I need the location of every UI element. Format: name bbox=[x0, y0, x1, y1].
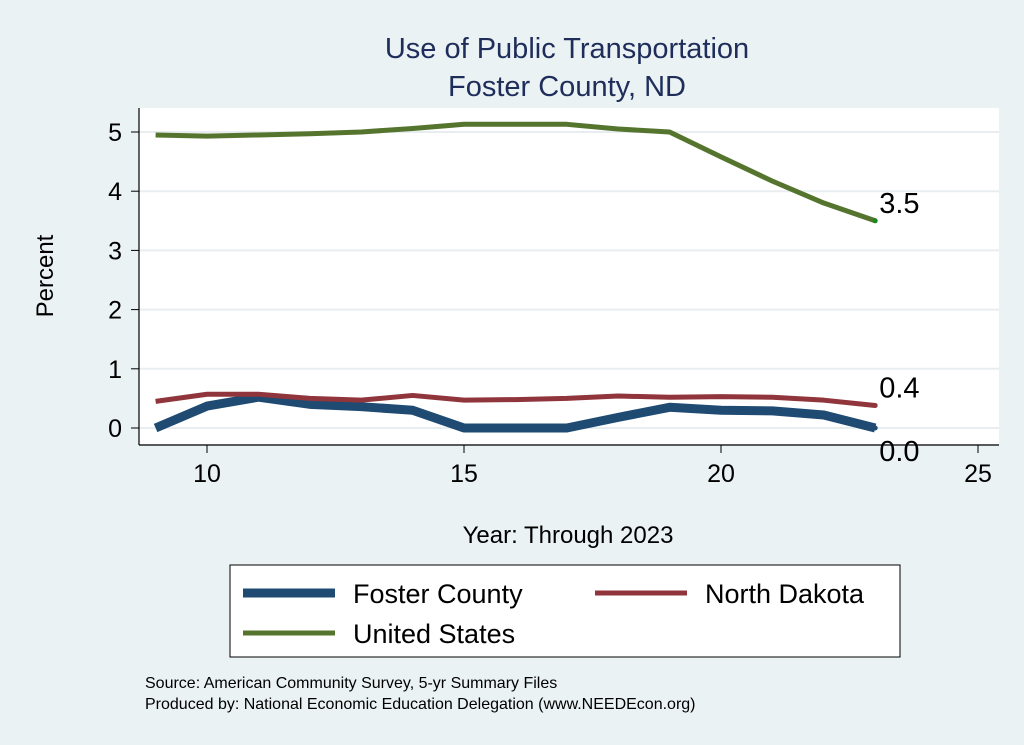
x-tick-label: 15 bbox=[450, 460, 478, 488]
plot-area bbox=[139, 108, 999, 444]
legend-label: Foster County bbox=[353, 579, 523, 609]
legend-label: North Dakota bbox=[705, 579, 865, 609]
x-axis-label: Year: Through 2023 bbox=[463, 522, 674, 549]
chart-title: Use of Public Transportation bbox=[385, 33, 749, 65]
end-point-marker bbox=[872, 425, 878, 431]
x-tick-label: 25 bbox=[964, 460, 992, 488]
producer-note: Produced by: National Economic Education… bbox=[145, 696, 696, 713]
y-tick-label: 0 bbox=[108, 415, 122, 443]
y-axis-label: Percent bbox=[32, 234, 59, 317]
source-note: Source: American Community Survey, 5-yr … bbox=[145, 675, 557, 692]
legend-label: United States bbox=[353, 619, 515, 649]
end-point-marker bbox=[872, 403, 878, 409]
y-tick-label: 1 bbox=[108, 356, 122, 384]
chart-subtitle: Foster County, ND bbox=[448, 71, 686, 103]
series-line-united-states bbox=[155, 121, 877, 224]
y-tick-label: 3 bbox=[108, 237, 122, 265]
series-line-foster-county bbox=[153, 392, 877, 433]
y-tick-label: 4 bbox=[108, 178, 122, 206]
y-tick-label: 5 bbox=[108, 119, 122, 147]
x-tick-label: 20 bbox=[707, 460, 735, 488]
legend bbox=[229, 564, 901, 658]
series-line-north-dakota bbox=[155, 391, 876, 408]
end-value-label: 3.5 bbox=[879, 188, 919, 220]
x-tick-label: 10 bbox=[193, 460, 221, 488]
y-tick-label: 2 bbox=[108, 297, 122, 325]
end-point-marker bbox=[872, 218, 878, 224]
end-value-label: 0.0 bbox=[879, 436, 919, 468]
end-value-label: 0.4 bbox=[879, 373, 919, 405]
